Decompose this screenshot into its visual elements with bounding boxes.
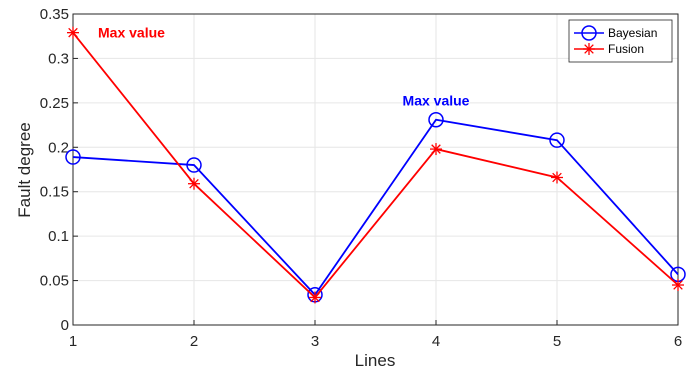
x-axis-label: Lines: [355, 351, 396, 370]
data-point-asterisk: [188, 177, 200, 190]
legend: Bayesian Fusion: [568, 19, 673, 63]
y-tick-label: 0.35: [40, 6, 69, 23]
x-tick-label: 5: [553, 333, 561, 350]
asterisk-stroke: [673, 280, 683, 290]
y-tick-label: 0.15: [40, 184, 69, 201]
asterisk-stroke: [552, 172, 562, 183]
data-point-asterisk: [430, 143, 442, 156]
axes: [72, 13, 679, 326]
data-point-asterisk: [309, 291, 321, 304]
asterisk-stroke: [431, 144, 441, 154]
data-point-asterisk: [672, 279, 684, 292]
y-tick-label: 0.05: [40, 273, 69, 290]
asterisk-stroke: [310, 292, 320, 303]
axes-frame: [72, 13, 679, 326]
x-tick-label: 2: [190, 333, 198, 350]
asterisk-stroke: [68, 27, 78, 38]
data-point-circle: [549, 132, 565, 148]
data-point-asterisk: [551, 171, 563, 184]
x-tick-label: 4: [432, 333, 440, 350]
series-fusion: [67, 26, 684, 304]
legend-item-bayesian: Bayesian: [574, 25, 657, 41]
legend-label: Fusion: [608, 42, 644, 56]
data-point-asterisk: [67, 26, 79, 39]
data-point-circle: [186, 157, 202, 173]
y-tick-label: 0.2: [48, 139, 69, 156]
x-tick-labels: 1 2 3 4 5 6: [69, 333, 682, 350]
series-line: [72, 118, 679, 297]
x-tick-label: 1: [69, 333, 77, 350]
annotations: Max value Max value: [98, 25, 470, 109]
legend-label: Bayesian: [608, 26, 657, 40]
data-point-circle: [581, 25, 597, 41]
series-line: [72, 32, 679, 299]
data-point-circle: [428, 111, 444, 128]
y-axis-label: Fault degree: [15, 122, 34, 217]
asterisk-stroke: [189, 178, 199, 189]
annotation-max-value: Max value: [403, 93, 470, 109]
series-group: [65, 26, 686, 304]
y-tick-label: 0: [61, 317, 69, 334]
data-point-circle: [65, 149, 81, 165]
asterisk-stroke: [584, 44, 594, 54]
x-tick-label: 3: [311, 333, 319, 350]
legend-item-fusion: Fusion: [574, 42, 644, 56]
y-tick-label: 0.1: [48, 228, 69, 245]
annotation-max-value: Max value: [98, 25, 165, 41]
y-tick-labels: 0 0.05 0.1 0.15 0.2 0.25 0.3 0.35: [40, 6, 69, 334]
y-tick-label: 0.3: [48, 50, 69, 67]
data-point-asterisk: [583, 43, 595, 55]
y-tick-label: 0.25: [40, 95, 69, 112]
plot-area: [73, 14, 678, 325]
x-tick-label: 6: [674, 333, 682, 350]
